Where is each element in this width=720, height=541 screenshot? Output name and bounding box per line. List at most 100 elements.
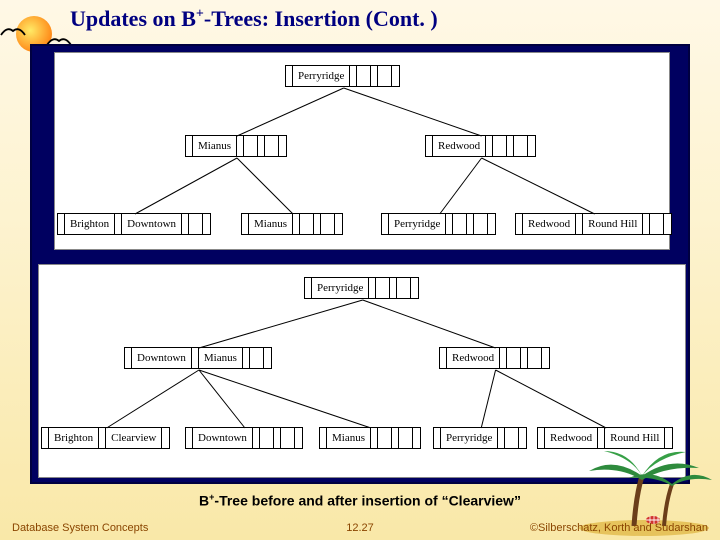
pointer-cell xyxy=(434,428,441,448)
pointer-cell xyxy=(516,214,523,234)
pointer-cell xyxy=(186,136,193,156)
title-suffix: -Trees: Insertion (Cont. ) xyxy=(204,6,438,31)
pointer-cell xyxy=(371,428,378,448)
pointer-cell xyxy=(411,278,418,298)
pointer-cell xyxy=(665,428,672,448)
key-cell xyxy=(321,214,335,234)
pointer-cell xyxy=(42,428,49,448)
pointer-cell xyxy=(542,348,549,368)
pointer-cell xyxy=(413,428,420,448)
title-prefix: Updates on B xyxy=(70,6,196,31)
pointer-cell xyxy=(446,214,453,234)
key-cell xyxy=(453,214,467,234)
pointer-cell xyxy=(293,214,300,234)
key-cell xyxy=(189,214,203,234)
slide: Updates on B+-Trees: Insertion (Cont. ) … xyxy=(0,0,720,540)
tree-node: Perryridge xyxy=(285,65,400,87)
key-cell xyxy=(244,136,258,156)
tree-node: Perryridge xyxy=(304,277,419,299)
key-cell: Redwood xyxy=(523,214,576,234)
tree-node: Redwood xyxy=(439,347,550,369)
pointer-cell xyxy=(305,278,312,298)
key-cell: Round Hill xyxy=(605,428,665,448)
pointer-cell xyxy=(486,136,493,156)
pointer-cell xyxy=(369,278,376,298)
tree-node: DowntownMianus xyxy=(124,347,272,369)
pointer-cell xyxy=(335,214,342,234)
key-cell xyxy=(528,348,542,368)
key-cell xyxy=(376,278,390,298)
pointer-cell xyxy=(643,214,650,234)
pointer-cell xyxy=(274,428,281,448)
tree-node: RedwoodRound Hill xyxy=(515,213,672,235)
pointer-cell xyxy=(192,348,199,368)
key-cell: Perryridge xyxy=(293,66,350,86)
tree-node: Mianus xyxy=(319,427,421,449)
key-cell: Perryridge xyxy=(312,278,369,298)
content-area: Perryridge Mianus Redwood BrightonDownto… xyxy=(30,44,690,484)
key-cell: Brighton xyxy=(49,428,99,448)
tree-node: Mianus xyxy=(241,213,343,235)
pointer-cell xyxy=(440,348,447,368)
tree-before: Perryridge Mianus Redwood BrightonDownto… xyxy=(54,52,670,250)
key-cell: Redwood xyxy=(447,348,500,368)
key-cell xyxy=(281,428,295,448)
pointer-cell xyxy=(125,348,132,368)
pointer-cell xyxy=(507,136,514,156)
pointer-cell xyxy=(521,348,528,368)
pointer-cell xyxy=(426,136,433,156)
key-cell xyxy=(260,428,274,448)
key-cell xyxy=(378,66,392,86)
slide-title: Updates on B+-Trees: Insertion (Cont. ) xyxy=(70,6,710,32)
pointer-cell xyxy=(203,214,210,234)
pointer-cell xyxy=(467,214,474,234)
tree-node: Redwood xyxy=(425,135,536,157)
pointer-cell xyxy=(243,348,250,368)
pointer-cell xyxy=(320,428,327,448)
tree-node: BrightonDowntown xyxy=(57,213,211,235)
pointer-cell xyxy=(392,428,399,448)
pointer-cell xyxy=(528,136,535,156)
pointer-cell xyxy=(58,214,65,234)
key-cell: Mianus xyxy=(193,136,237,156)
pointer-cell xyxy=(390,278,397,298)
pointer-cell xyxy=(242,214,249,234)
tree-node: Mianus xyxy=(185,135,287,157)
key-cell xyxy=(399,428,413,448)
key-cell xyxy=(505,428,519,448)
pointer-cell xyxy=(162,428,169,448)
pointer-cell xyxy=(258,136,265,156)
pointer-cell xyxy=(237,136,244,156)
key-cell xyxy=(397,278,411,298)
key-cell: Redwood xyxy=(433,136,486,156)
pointer-cell xyxy=(598,428,605,448)
key-cell: Downtown xyxy=(132,348,192,368)
caption-prefix: B xyxy=(199,493,209,509)
key-cell xyxy=(300,214,314,234)
key-cell: Redwood xyxy=(545,428,598,448)
pointer-cell xyxy=(350,66,357,86)
key-cell: Perryridge xyxy=(389,214,446,234)
pointer-cell xyxy=(279,136,286,156)
pointer-cell xyxy=(538,428,545,448)
pointer-cell xyxy=(371,66,378,86)
pointer-cell xyxy=(314,214,321,234)
pointer-cell xyxy=(488,214,495,234)
pointer-cell xyxy=(500,348,507,368)
pointer-cell xyxy=(186,428,193,448)
pointer-cell xyxy=(99,428,106,448)
key-cell xyxy=(493,136,507,156)
pointer-cell xyxy=(264,348,271,368)
pointer-cell xyxy=(115,214,122,234)
key-cell xyxy=(378,428,392,448)
key-cell xyxy=(514,136,528,156)
key-cell: Downtown xyxy=(122,214,182,234)
key-cell xyxy=(507,348,521,368)
key-cell xyxy=(265,136,279,156)
key-cell: Mianus xyxy=(249,214,293,234)
pointer-cell xyxy=(664,214,671,234)
pointer-cell xyxy=(498,428,505,448)
tree-node: Perryridge xyxy=(381,213,496,235)
pointer-cell xyxy=(286,66,293,86)
key-cell: Mianus xyxy=(327,428,371,448)
